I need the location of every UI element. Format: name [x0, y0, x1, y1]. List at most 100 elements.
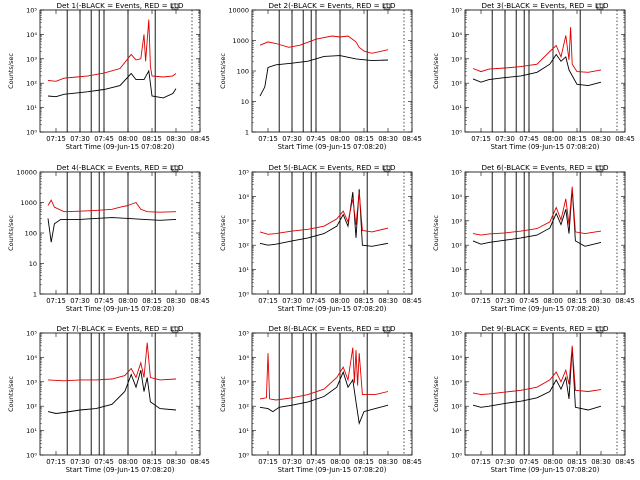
panel-5: Det 5(-BLACK = Events, RED = LLD 10⁰ 10¹ 10… — [219, 163, 422, 313]
y-tick-label: 10¹ — [451, 427, 462, 435]
x-tick-label: 07:30 — [70, 297, 90, 305]
panel-8: Det 8(-BLACK = Events, RED = LLD 10⁰ 10¹ 10… — [219, 324, 422, 474]
title-marker-box — [596, 165, 604, 172]
lld-series — [472, 27, 602, 73]
title-marker-box — [383, 165, 391, 172]
plot-frame — [39, 332, 201, 456]
panel-7: Det 7(-BLACK = Events, RED = LLD 10⁰ 10¹ 10… — [7, 324, 210, 474]
events-series — [47, 69, 177, 99]
x-tick-label: 07:45 — [94, 458, 114, 466]
y-tick-label: 10² — [451, 242, 462, 250]
y-tick-label: 10³ — [451, 217, 462, 225]
plot-frame — [251, 171, 413, 295]
x-tick-label: 08:30 — [591, 135, 611, 143]
panel-4: Det 4(-BLACK = Events, RED = LLD 1 10 100 10… — [7, 163, 210, 313]
events-series — [259, 370, 389, 425]
plot-frame — [251, 332, 413, 456]
x-tick-label: 08:30 — [378, 297, 398, 305]
events-series — [259, 189, 389, 247]
x-tick-label: 08:45 — [615, 458, 635, 466]
y-tick-label: 10⁵ — [451, 7, 462, 15]
panel-title: Det 2(-BLACK = Events, RED = LLD — [268, 1, 396, 10]
x-axis-label: Start Time (09-Jun-15 07:08:20) — [278, 305, 387, 313]
x-tick-label: 08:15 — [142, 297, 162, 305]
x-tick-label: 08:00 — [543, 458, 563, 466]
x-tick-label: 08:30 — [591, 458, 611, 466]
panel-title: Det 5(-BLACK = Events, RED = LLD — [268, 163, 396, 172]
x-tick-label: 07:15 — [258, 135, 278, 143]
y-tick-label: 100 — [237, 68, 249, 76]
lld-series — [259, 35, 389, 54]
title-marker-box — [171, 165, 179, 172]
y-axis-label: Counts/sec — [7, 53, 15, 89]
panel-1: Det 1(-BLACK = Events, RED = LLD 10⁰ 10¹ 10… — [7, 1, 210, 151]
y-tick-label: 10¹ — [26, 104, 37, 112]
y-tick-label: 10⁴ — [26, 354, 37, 362]
y-tick-label: 10⁰ — [451, 129, 462, 137]
panel-title: Det 8(-BLACK = Events, RED = LLD — [268, 324, 396, 333]
x-tick-label: 08:00 — [330, 135, 350, 143]
y-tick-label: 10² — [451, 403, 462, 411]
y-tick-label: 10⁰ — [26, 452, 37, 460]
y-tick-label: 1 — [245, 129, 249, 137]
y-tick-label: 10³ — [26, 55, 37, 63]
x-tick-label: 08:45 — [402, 458, 422, 466]
panel-title: Det 4(-BLACK = Events, RED = LLD — [56, 163, 184, 172]
x-tick-label: 07:45 — [306, 135, 326, 143]
x-tick-label: 08:30 — [166, 458, 186, 466]
lld-series — [472, 345, 602, 396]
x-tick-label: 08:00 — [330, 458, 350, 466]
events-series — [259, 55, 389, 97]
plot-frame — [39, 9, 201, 133]
y-tick-label: 10⁴ — [26, 31, 37, 39]
title-marker-box — [171, 3, 179, 10]
y-tick-label: 10³ — [238, 378, 249, 386]
y-tick-label: 10⁴ — [451, 31, 462, 39]
y-axis-label: Counts/sec — [432, 53, 440, 89]
x-tick-label: 07:15 — [258, 458, 278, 466]
y-tick-label: 10⁴ — [238, 354, 249, 362]
y-tick-label: 10⁴ — [238, 193, 249, 201]
x-axis-label: Start Time (09-Jun-15 07:08:20) — [278, 143, 387, 151]
x-tick-label: 08:45 — [190, 135, 210, 143]
plot-frame — [464, 332, 626, 456]
x-tick-label: 07:15 — [471, 458, 491, 466]
x-tick-label: 08:00 — [543, 135, 563, 143]
y-tick-label: 10⁰ — [26, 129, 37, 137]
y-tick-label: 10⁴ — [451, 193, 462, 201]
y-tick-label: 10⁵ — [451, 169, 462, 177]
x-axis-label: Start Time (09-Jun-15 07:08:20) — [66, 143, 175, 151]
y-tick-label: 10 — [241, 98, 249, 106]
x-tick-label: 08:15 — [354, 297, 374, 305]
x-tick-label: 07:30 — [70, 458, 90, 466]
title-marker-box — [383, 326, 391, 333]
y-tick-label: 10⁰ — [238, 291, 249, 299]
panel-2: Det 2(-BLACK = Events, RED = LLD 1 10 100 10… — [219, 1, 422, 151]
x-tick-label: 07:15 — [46, 297, 66, 305]
x-axis-label: Start Time (09-Jun-15 07:08:20) — [491, 305, 600, 313]
x-tick-label: 07:45 — [94, 135, 114, 143]
y-tick-label: 10¹ — [26, 427, 37, 435]
x-tick-label: 07:45 — [519, 135, 539, 143]
panel-9: Det 9(-BLACK = Events, RED = LLD 10⁰ 10¹ 10… — [432, 324, 635, 474]
title-marker-box — [596, 326, 604, 333]
x-tick-label: 08:45 — [402, 297, 422, 305]
panel-3: Det 3(-BLACK = Events, RED = LLD 10⁰ 10¹ 10… — [432, 1, 635, 151]
x-tick-label: 08:30 — [378, 458, 398, 466]
panel-title: Det 1(-BLACK = Events, RED = LLD — [56, 1, 184, 10]
y-tick-label: 10³ — [451, 55, 462, 63]
x-tick-label: 07:45 — [94, 297, 114, 305]
x-tick-label: 08:15 — [354, 458, 374, 466]
x-axis-label: Start Time (09-Jun-15 07:08:20) — [491, 466, 600, 474]
x-tick-label: 07:15 — [258, 297, 278, 305]
y-tick-label: 10⁵ — [26, 7, 37, 15]
y-tick-label: 10⁵ — [238, 330, 249, 338]
x-tick-label: 07:15 — [471, 135, 491, 143]
title-marker-box — [596, 3, 604, 10]
lld-series — [47, 199, 177, 213]
x-tick-label: 08:00 — [118, 135, 138, 143]
x-tick-label: 08:45 — [190, 458, 210, 466]
x-tick-label: 08:30 — [591, 297, 611, 305]
y-axis-label: Counts/sec — [219, 376, 227, 412]
y-tick-label: 10000 — [228, 7, 249, 15]
